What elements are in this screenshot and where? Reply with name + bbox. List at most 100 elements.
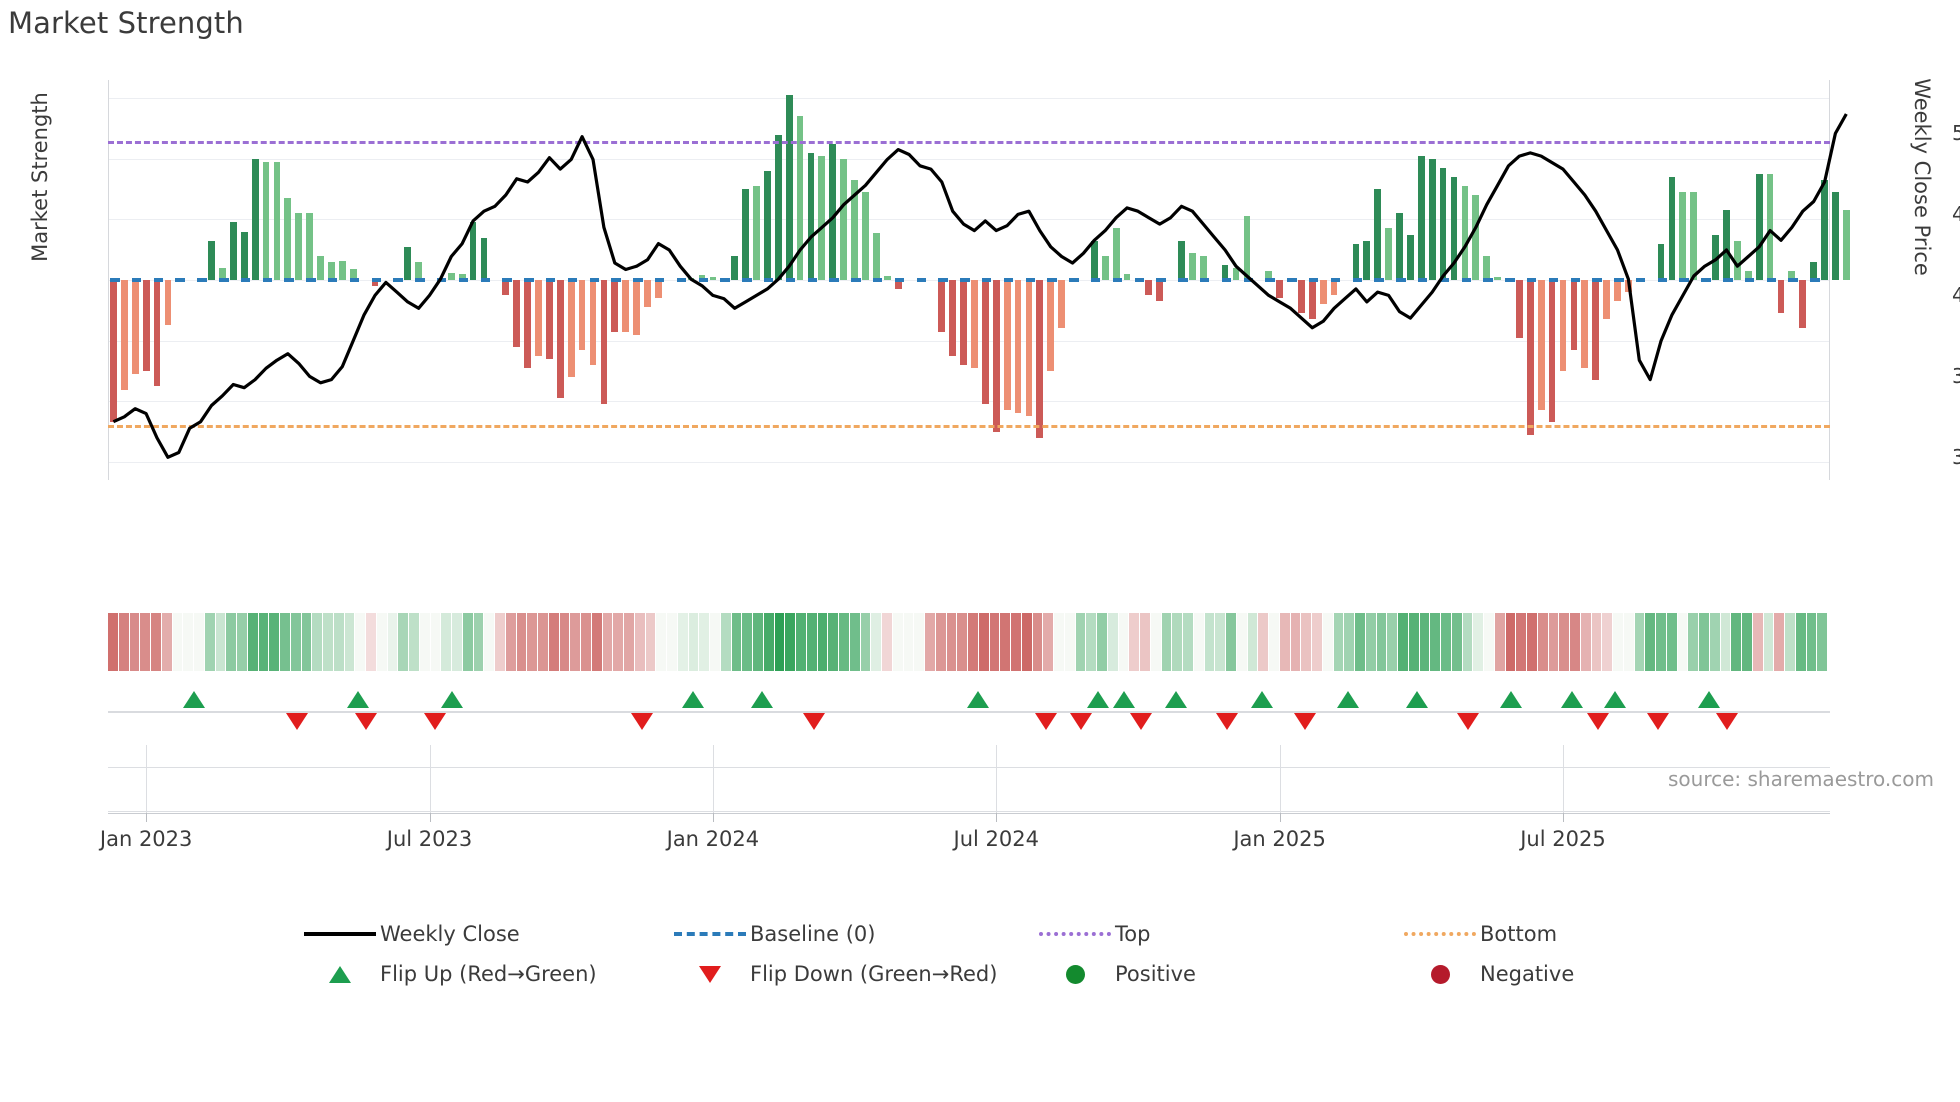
- baseline-dash: [197, 278, 207, 282]
- baseline-dash: [1788, 278, 1798, 282]
- x-axis: Jan 2023 Jul 2023 Jan 2024 Jul 2024 Jan 2025…: [100, 813, 1830, 873]
- heatmap-cell: [1376, 613, 1388, 671]
- strength-bar: [338, 260, 346, 280]
- legend-item-baseline[interactable]: Baseline (0): [670, 922, 1035, 946]
- flip-up-marker-icon: [966, 691, 989, 708]
- heatmap-cell: [1795, 613, 1807, 671]
- flip-down-marker-icon: [1586, 713, 1609, 730]
- heatmap-cell: [849, 613, 861, 671]
- heatmap-cell: [516, 613, 528, 671]
- legend-item-negative[interactable]: Negative: [1400, 962, 1660, 986]
- flip-up-marker-icon: [183, 691, 206, 708]
- heatmap-cell: [323, 613, 334, 671]
- baseline-dash: [284, 278, 294, 282]
- legend-item-top[interactable]: Top: [1035, 922, 1400, 946]
- heatmap-cell: [1204, 613, 1216, 671]
- heatmap-cell: [624, 613, 635, 671]
- strength-bar: [219, 267, 226, 280]
- baseline-dash: [371, 278, 382, 282]
- baseline-dash: [502, 278, 512, 282]
- strength-bar: [1799, 280, 1807, 329]
- strength-bar: [1189, 252, 1196, 280]
- flip-down-marker-icon: [424, 713, 447, 730]
- legend-item-flip-up[interactable]: Flip Up (Red→Green): [300, 962, 670, 986]
- heatmap-cell: [452, 613, 463, 671]
- heatmap-cell: [1043, 613, 1054, 671]
- heatmap-cell: [1591, 613, 1603, 671]
- heatmap-cell: [344, 613, 356, 671]
- heatmap-cell: [1226, 613, 1237, 671]
- heatmap-cell: [1559, 613, 1570, 671]
- heatmap-cell: [1312, 613, 1323, 671]
- heatmap-cell: [194, 613, 205, 671]
- heatmap-cell: [376, 613, 388, 671]
- heatmap-cell: [290, 613, 302, 671]
- strength-bar: [818, 155, 826, 280]
- flip-up-marker-icon: [682, 691, 705, 708]
- legend-item-flip-down[interactable]: Flip Down (Green→Red): [670, 962, 1035, 986]
- baseline-dash: [1439, 278, 1450, 282]
- heatmap-cell: [430, 613, 442, 671]
- flip-up-marker-icon: [1087, 691, 1110, 708]
- main-plot-area: 3020100−10−20−30 500450400350300: [108, 80, 1960, 480]
- strength-bar: [851, 180, 858, 280]
- strength-bar: [1145, 280, 1153, 296]
- heatmap-cell: [817, 613, 829, 671]
- strength-bar: [110, 280, 117, 423]
- heatmap-cell: [204, 613, 216, 671]
- baseline-dash: [1417, 278, 1428, 282]
- heatmap-cell: [763, 613, 775, 671]
- strength-bar: [1276, 280, 1283, 299]
- strength-bar: [1385, 228, 1392, 280]
- legend-item-label: Flip Up (Red→Green): [380, 962, 597, 986]
- baseline-dash: [872, 278, 883, 282]
- weekly-close-line-icon: [304, 932, 376, 936]
- strength-bar: [611, 280, 619, 332]
- heatmap-cell: [1580, 613, 1592, 671]
- strength-bar: [469, 222, 477, 280]
- x-tick-mark: [996, 813, 998, 822]
- strength-bar: [742, 189, 749, 280]
- heatmap-cell: [1742, 613, 1753, 671]
- heatmap-cell: [699, 613, 710, 671]
- heatmap-cell: [1129, 613, 1140, 671]
- baseline-dash: [1178, 278, 1188, 282]
- strength-bar: [567, 280, 575, 377]
- left-axis-spine: [108, 80, 109, 480]
- strength-bar: [458, 273, 466, 280]
- baseline-dash: [1396, 278, 1406, 282]
- strength-bar: [1472, 195, 1480, 280]
- lower-panel-vtick: [146, 745, 148, 813]
- strength-bar: [546, 280, 553, 359]
- heatmap-cell: [1516, 613, 1527, 671]
- heatmap-cell: [1398, 613, 1409, 671]
- heatmap-cell: [1365, 613, 1377, 671]
- strength-bar: [1265, 270, 1273, 280]
- heatmap-cell: [1021, 613, 1033, 671]
- x-tick-label: Jan 2024: [666, 827, 760, 851]
- flip-up-marker-icon: [1336, 691, 1359, 708]
- heatmap-cell: [1247, 613, 1259, 671]
- heatmap-cell: [1537, 613, 1549, 671]
- heatmap-cell: [505, 613, 517, 671]
- baseline-dash: [480, 278, 491, 282]
- baseline-dash: [1025, 278, 1036, 282]
- heatmap-cell: [946, 613, 958, 671]
- heatmap-cell: [559, 613, 571, 671]
- heatmap-cell: [860, 613, 872, 671]
- legend-item-weekly-close[interactable]: Weekly Close: [300, 922, 670, 946]
- heatmap-cell: [806, 613, 818, 671]
- heatmap-cell: [548, 613, 560, 671]
- heatmap-cell: [1763, 613, 1775, 671]
- legend-item-positive[interactable]: Positive: [1035, 962, 1400, 986]
- heatmap-cell: [1279, 613, 1291, 671]
- heatmap-cell: [1430, 613, 1441, 671]
- flip-down-marker-icon: [1035, 713, 1058, 730]
- strength-bar: [1243, 216, 1251, 280]
- heatmap-cell: [527, 613, 538, 671]
- baseline-dash: [611, 278, 621, 282]
- strength-bar: [1407, 234, 1414, 280]
- flip-up-marker-icon: [1560, 691, 1583, 708]
- legend-item-bottom[interactable]: Bottom: [1400, 922, 1660, 946]
- legend: Weekly Close Baseline (0) Top Bottom Flip U…: [0, 922, 1960, 986]
